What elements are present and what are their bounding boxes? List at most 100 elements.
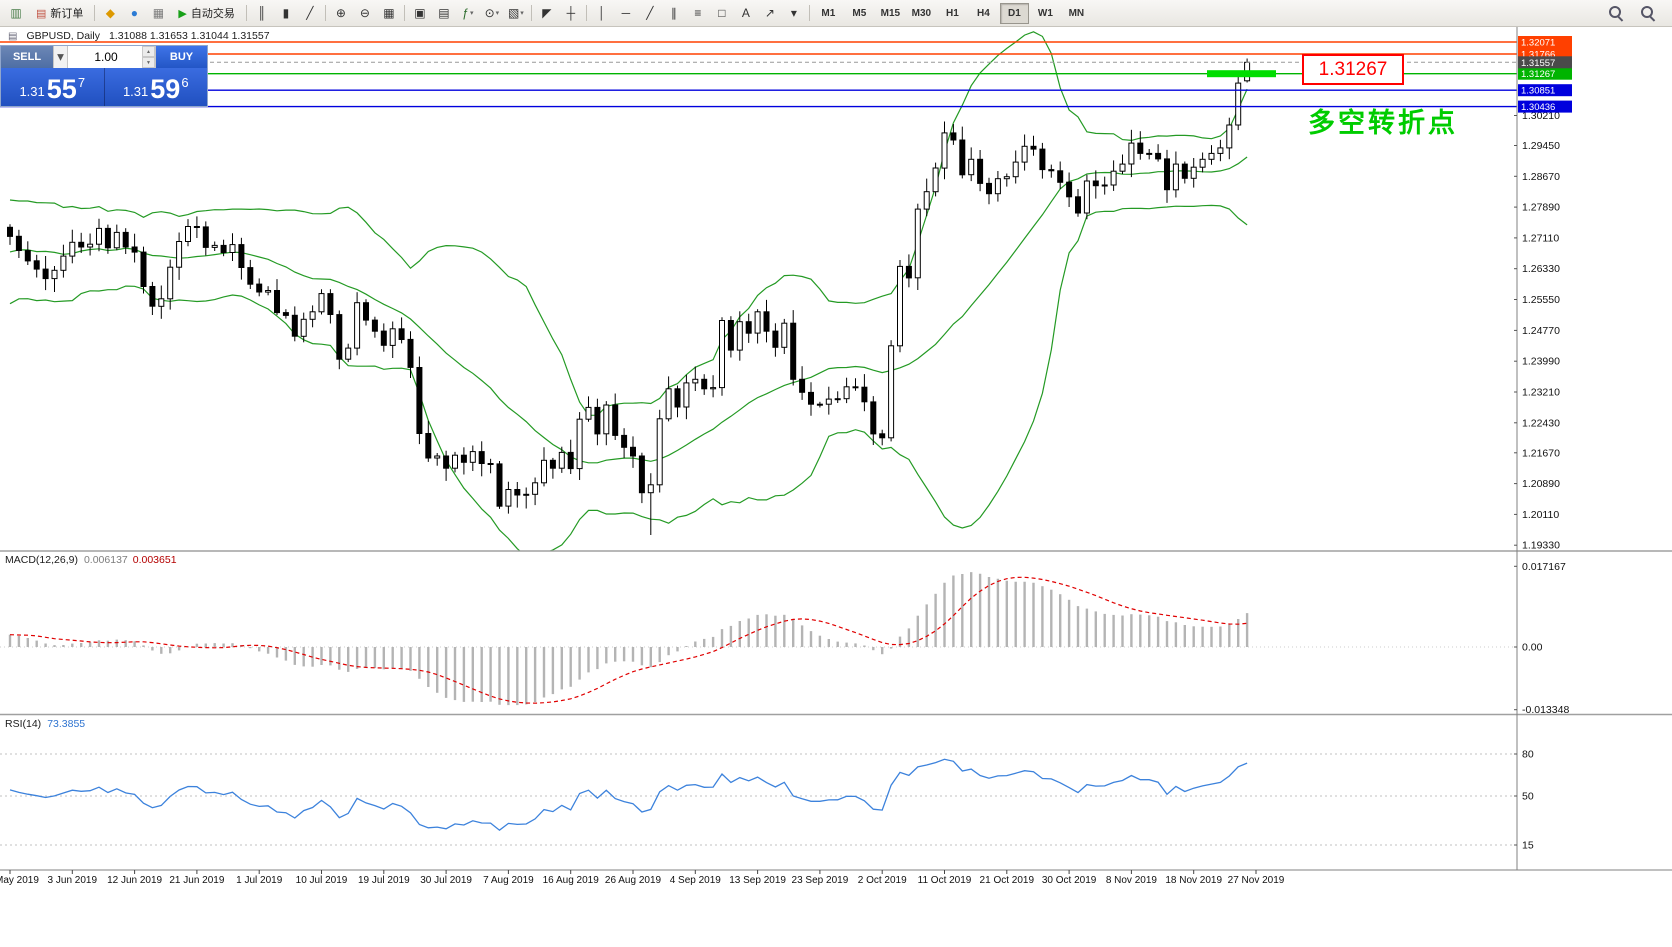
- svg-text:1.31557: 1.31557: [1521, 58, 1555, 69]
- search-icon: [1607, 4, 1625, 22]
- chart-shift-icon[interactable]: ▤: [432, 2, 456, 24]
- timeframe-button-m5[interactable]: M5: [852, 7, 867, 19]
- rsi-name: RSI(14): [5, 718, 42, 730]
- svg-text:26 Aug 2019: 26 Aug 2019: [605, 875, 662, 886]
- time-axis[interactable]: 24 May 2019 3 Jun 2019 12 Jun 2019 21 Jun 2…: [0, 870, 1285, 886]
- svg-text:80: 80: [1522, 749, 1534, 761]
- price-tag: 1.30851: [1518, 84, 1572, 97]
- svg-text:30 Oct 2019: 30 Oct 2019: [1042, 875, 1097, 886]
- price-annotation-box[interactable]: 1.31267: [1302, 54, 1404, 85]
- templates-button[interactable]: ▧ ▾: [504, 2, 528, 24]
- sell-price-display[interactable]: 1.31 55 7: [1, 68, 104, 106]
- new-order-button[interactable]: ▤ 新订单: [36, 7, 84, 21]
- expert-advisor-icon-glyph: ◆: [105, 6, 116, 20]
- price-tag: 1.31557: [1518, 56, 1572, 69]
- timeframe-button-m30[interactable]: M30: [911, 7, 932, 19]
- svg-text:1.25550: 1.25550: [1522, 294, 1560, 306]
- chevron-down-icon: ▾: [57, 49, 64, 64]
- terminal-window-icon-glyph: ▦: [152, 6, 165, 20]
- price-axis[interactable]: 1.30210 1.29450 1.28670 1.27890 1.27110 1.263…: [1514, 110, 1569, 852]
- indicators-button-glyph: ƒ: [462, 6, 469, 20]
- svg-text:1.23210: 1.23210: [1522, 387, 1560, 399]
- svg-text:1.31766: 1.31766: [1521, 50, 1555, 61]
- tile-windows-icon-glyph: ▦: [383, 6, 395, 20]
- auto-scroll-icon[interactable]: ▣: [408, 2, 432, 24]
- periods-button[interactable]: ⊙ ▾: [480, 2, 504, 24]
- toolbar: ▥ ▤ 新订单 ◆ ● ▦ ▶ 自动交易 ║ ▮ ╱ ⊕ ⊖ ▦ ▣ ▤ ƒ ▾ ⊙ ▾ ▧ ▾ ◤ ┼ │ ─ ╱ ∥ ≡ □ A ↗ ▾ M…: [0, 0, 1672, 27]
- autotrading-button[interactable]: ▶ 自动交易: [178, 7, 235, 21]
- bar-chart-icon[interactable]: ║: [250, 2, 274, 24]
- more-tools-button[interactable]: ▾: [782, 2, 806, 24]
- macd-signal-line: [9, 576, 1248, 704]
- toolbar-separator: [245, 5, 247, 21]
- svg-text:1.26330: 1.26330: [1522, 263, 1560, 275]
- volume-increase-button[interactable]: ▲: [142, 46, 155, 57]
- shapes-icon[interactable]: □: [710, 2, 734, 24]
- horizontal-line-icon-glyph: ─: [621, 6, 631, 20]
- toolbar-separator: [585, 5, 587, 21]
- cursor-icon[interactable]: ◤: [535, 2, 559, 24]
- timeframe-button-h1[interactable]: H1: [945, 7, 959, 19]
- trendline-icon[interactable]: ╱: [638, 2, 662, 24]
- line-chart-icon[interactable]: ╱: [298, 2, 322, 24]
- svg-text:10 Jul 2019: 10 Jul 2019: [296, 875, 348, 886]
- macd-pane[interactable]: [0, 572, 1517, 706]
- svg-text:27 Nov 2019: 27 Nov 2019: [1228, 875, 1285, 886]
- svg-text:7 Aug 2019: 7 Aug 2019: [483, 875, 534, 886]
- periods-button-glyph: ⊙: [484, 6, 495, 20]
- equidistant-channel-icon[interactable]: ∥: [662, 2, 686, 24]
- horizontal-line-icon[interactable]: ─: [614, 2, 638, 24]
- market-news-icon[interactable]: ●: [122, 2, 146, 24]
- green-trend-segment[interactable]: [1207, 70, 1276, 78]
- autotrading-button-glyph: ▶: [178, 7, 187, 20]
- chart-window-icon-glyph: ▥: [10, 6, 22, 20]
- svg-text:3 Jun 2019: 3 Jun 2019: [48, 875, 98, 886]
- arrow-tool-icon-glyph: ↗: [764, 6, 775, 20]
- crosshair-icon[interactable]: ┼: [559, 2, 583, 24]
- text-label-icon[interactable]: A: [734, 2, 758, 24]
- terminal-window-icon[interactable]: ▦: [146, 2, 170, 24]
- volume-stepper: ▲ ▼: [68, 46, 155, 68]
- timeframe-button-w1[interactable]: W1: [1037, 7, 1053, 19]
- chevron-down-icon: ▾: [520, 10, 524, 17]
- svg-text:0.017167: 0.017167: [1522, 561, 1566, 573]
- svg-text:12 Jun 2019: 12 Jun 2019: [107, 875, 162, 886]
- timeframe-button-m1[interactable]: M1: [821, 7, 836, 19]
- bollinger-lower-band: [9, 204, 1248, 551]
- trade-options-button[interactable]: ▾: [53, 46, 68, 68]
- volume-input[interactable]: [68, 46, 155, 68]
- rsi-pane[interactable]: [0, 753, 1517, 846]
- svg-text:15: 15: [1522, 840, 1534, 852]
- trade-panel-prices: 1.31 55 7 1.31 59 6: [1, 68, 207, 106]
- tile-windows-icon[interactable]: ▦: [377, 2, 401, 24]
- zoom-in-icon[interactable]: ⊕: [329, 2, 353, 24]
- search-symbol-button[interactable]: [1604, 2, 1628, 24]
- buy-button[interactable]: BUY: [155, 46, 207, 68]
- note-annotation[interactable]: 多空转折点: [1308, 108, 1458, 138]
- vertical-line-icon[interactable]: │: [590, 2, 614, 24]
- toolbar-timeframes: M1 M5 M15 M30 H1 H4 D1 W1 MN: [813, 2, 1092, 24]
- market-news-icon-glyph: ●: [130, 6, 139, 20]
- quick-zoom-button[interactable]: [1636, 2, 1660, 24]
- svg-text:11 Oct 2019: 11 Oct 2019: [918, 875, 972, 886]
- zoom-out-icon-glyph: ⊖: [359, 6, 370, 20]
- chart-window-icon[interactable]: ▥: [4, 2, 28, 24]
- zoom-out-icon[interactable]: ⊖: [353, 2, 377, 24]
- bollinger-upper-band: [9, 31, 1248, 416]
- timeframe-button-d1[interactable]: D1: [999, 2, 1029, 24]
- timeframe-button-h4[interactable]: H4: [976, 7, 990, 19]
- candlestick-chart-icon[interactable]: ▮: [274, 2, 298, 24]
- timeframe-button-mn[interactable]: MN: [1068, 7, 1085, 19]
- expert-advisor-icon[interactable]: ◆: [98, 2, 122, 24]
- volume-decrease-button[interactable]: ▼: [142, 57, 155, 68]
- indicators-button[interactable]: ƒ ▾: [456, 2, 480, 24]
- arrow-tool-icon[interactable]: ↗: [758, 2, 782, 24]
- main-price-pane[interactable]: [0, 31, 1517, 557]
- templates-button-glyph: ▧: [507, 6, 520, 20]
- timeframe-button-m15[interactable]: M15: [880, 7, 901, 19]
- sell-button[interactable]: SELL: [1, 46, 53, 68]
- buy-price-display[interactable]: 1.31 59 6: [103, 68, 208, 106]
- fibonacci-icon[interactable]: ≡: [686, 2, 710, 24]
- toolbar-separator: [530, 5, 532, 21]
